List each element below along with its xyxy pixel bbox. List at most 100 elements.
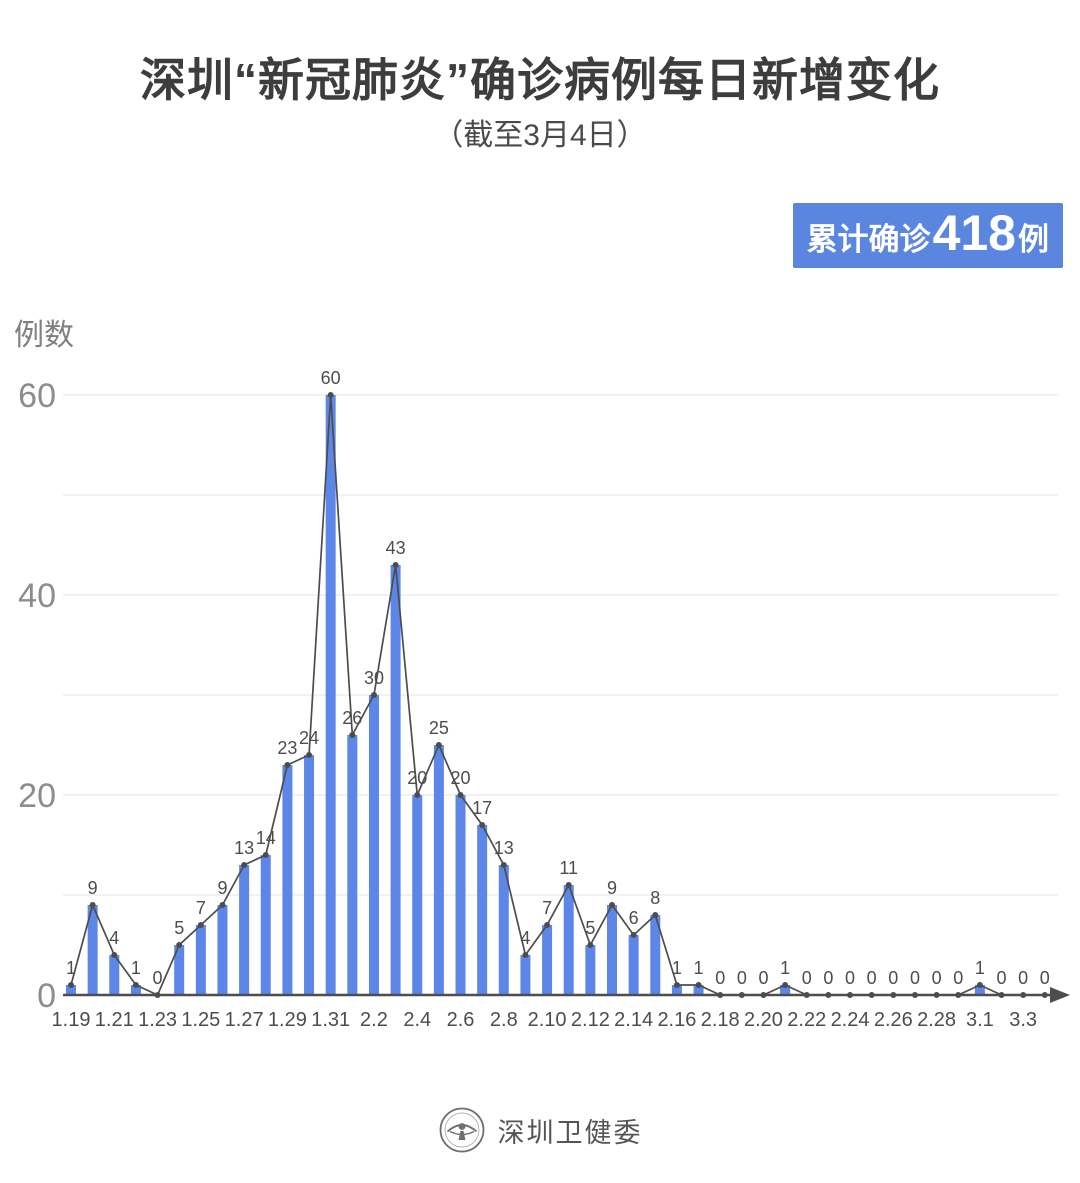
value-label: 0 bbox=[758, 968, 768, 988]
y-tick-label: 20 bbox=[18, 777, 56, 815]
data-point bbox=[522, 952, 529, 958]
bar bbox=[520, 955, 531, 995]
value-label: 1 bbox=[975, 958, 985, 978]
data-point bbox=[176, 942, 183, 948]
value-label: 1 bbox=[694, 958, 704, 978]
value-label: 0 bbox=[953, 968, 963, 988]
value-label: 13 bbox=[494, 838, 514, 858]
x-tick-label: 2.8 bbox=[490, 1009, 518, 1031]
data-point bbox=[414, 792, 421, 798]
value-label: 20 bbox=[407, 768, 427, 788]
value-label: 23 bbox=[277, 738, 297, 758]
bar bbox=[607, 905, 617, 995]
data-point bbox=[68, 982, 74, 988]
value-label: 0 bbox=[823, 968, 833, 988]
value-label: 6 bbox=[629, 908, 639, 928]
bar bbox=[260, 855, 271, 995]
y-tick-label: 60 bbox=[18, 377, 56, 415]
x-tick-label: 1.25 bbox=[181, 1009, 220, 1031]
bar bbox=[195, 925, 206, 995]
bar bbox=[433, 745, 444, 995]
data-point bbox=[349, 732, 356, 738]
shenzhen-health-commission-logo-icon bbox=[439, 1107, 484, 1153]
bar bbox=[174, 945, 185, 995]
bar bbox=[130, 985, 141, 995]
data-point bbox=[197, 922, 204, 928]
bar bbox=[477, 825, 488, 995]
x-axis-arrow-icon bbox=[1050, 987, 1070, 1003]
badge-unit: 例 bbox=[1018, 222, 1049, 257]
x-tick-label: 2.6 bbox=[447, 1009, 475, 1031]
bar bbox=[109, 955, 120, 995]
value-label: 0 bbox=[932, 968, 942, 988]
value-label: 14 bbox=[256, 828, 276, 848]
x-tick-label: 1.21 bbox=[95, 1009, 134, 1031]
data-point bbox=[132, 982, 139, 988]
data-point bbox=[587, 942, 594, 948]
bar bbox=[347, 735, 358, 995]
value-label: 9 bbox=[88, 878, 98, 898]
bar bbox=[974, 985, 985, 995]
data-point bbox=[262, 852, 269, 858]
value-label: 0 bbox=[997, 968, 1007, 988]
value-label: 25 bbox=[429, 718, 449, 738]
value-label: 0 bbox=[153, 968, 163, 988]
data-point bbox=[111, 952, 118, 958]
value-label: 5 bbox=[585, 918, 595, 938]
value-label: 0 bbox=[1018, 968, 1028, 988]
data-point bbox=[544, 922, 551, 928]
bar bbox=[368, 695, 379, 995]
data-point bbox=[241, 862, 248, 868]
value-label: 0 bbox=[802, 968, 812, 988]
bar bbox=[498, 865, 509, 995]
bar bbox=[585, 945, 596, 995]
value-label: 4 bbox=[520, 928, 530, 948]
x-tick-label: 1.29 bbox=[268, 1009, 307, 1031]
bar bbox=[325, 395, 336, 995]
bar bbox=[693, 985, 704, 995]
value-label: 11 bbox=[559, 858, 578, 878]
bar bbox=[217, 905, 228, 995]
data-point bbox=[500, 862, 507, 868]
page-title: 深圳“新冠肺炎”确诊病例每日新增变化 bbox=[140, 54, 940, 106]
bar bbox=[239, 865, 250, 995]
bar bbox=[412, 795, 423, 995]
value-label: 9 bbox=[607, 878, 617, 898]
bar bbox=[780, 985, 791, 995]
value-label: 0 bbox=[1040, 968, 1050, 988]
data-point bbox=[89, 902, 96, 908]
x-tick-label: 2.22 bbox=[787, 1009, 826, 1031]
x-tick-label: 2.24 bbox=[831, 1009, 870, 1031]
cumulative-total-badge: 累计确诊 418 例 bbox=[792, 203, 1063, 268]
value-label: 1 bbox=[780, 958, 790, 978]
bar bbox=[304, 755, 315, 995]
value-label: 13 bbox=[234, 838, 254, 858]
data-point bbox=[673, 982, 680, 988]
data-point bbox=[284, 762, 291, 768]
x-tick-label: 2.4 bbox=[403, 1009, 431, 1031]
data-point bbox=[652, 912, 659, 918]
y-tick-label: 0 bbox=[37, 977, 56, 1015]
bar bbox=[650, 915, 661, 995]
data-point bbox=[565, 882, 572, 888]
x-tick-label: 1.23 bbox=[138, 1009, 177, 1031]
value-label: 0 bbox=[845, 968, 855, 988]
data-point bbox=[370, 692, 377, 698]
x-tick-label: 2.18 bbox=[701, 1009, 740, 1031]
data-point bbox=[306, 752, 313, 758]
x-tick-label: 2.28 bbox=[917, 1009, 956, 1031]
bar bbox=[87, 905, 98, 995]
data-point bbox=[392, 562, 399, 568]
bar bbox=[671, 985, 682, 995]
badge-label: 累计确诊 bbox=[806, 222, 931, 257]
x-tick-label: 1.31 bbox=[311, 1009, 350, 1031]
x-tick-label: 2.16 bbox=[657, 1009, 696, 1031]
source-label: 深圳卫健委 bbox=[497, 1117, 643, 1148]
data-point bbox=[479, 822, 486, 828]
data-point bbox=[457, 792, 464, 798]
page-subtitle: （截至3月4日） bbox=[433, 119, 647, 152]
value-label: 8 bbox=[650, 888, 660, 908]
value-label: 43 bbox=[386, 538, 406, 558]
